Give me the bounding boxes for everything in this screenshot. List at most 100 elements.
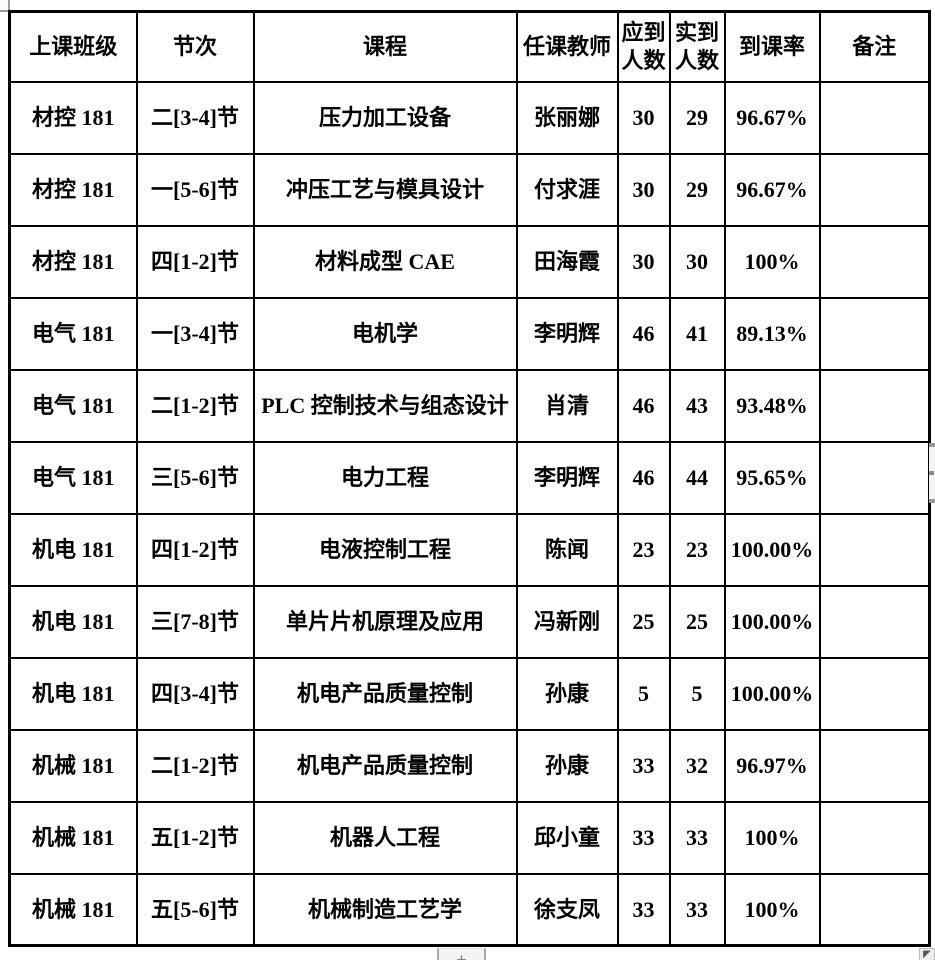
table-cell[interactable]: 23 bbox=[668, 512, 726, 587]
table-cell[interactable]: 机械 181 bbox=[8, 800, 138, 875]
table-cell[interactable] bbox=[818, 368, 931, 443]
table-cell[interactable]: 二[3-4]节 bbox=[135, 80, 255, 155]
table-cell[interactable]: 100.00% bbox=[723, 584, 821, 659]
table-cell[interactable]: 徐支凤 bbox=[515, 872, 619, 947]
table-cell[interactable]: 96.97% bbox=[723, 728, 821, 803]
table-cell[interactable]: 材控 181 bbox=[8, 80, 138, 155]
table-cell[interactable] bbox=[818, 728, 931, 803]
table-cell[interactable]: 单片片机原理及应用 bbox=[252, 584, 518, 659]
table-cell[interactable]: 43 bbox=[668, 368, 726, 443]
table-cell[interactable]: 机电产品质量控制 bbox=[252, 728, 518, 803]
table-cell[interactable]: 陈闻 bbox=[515, 512, 619, 587]
table-cell[interactable]: 材控 181 bbox=[8, 152, 138, 227]
table-cell[interactable]: 机电产品质量控制 bbox=[252, 656, 518, 731]
table-cell[interactable]: 96.67% bbox=[723, 80, 821, 155]
table-cell[interactable] bbox=[818, 296, 931, 371]
table-cell[interactable]: 41 bbox=[668, 296, 726, 371]
table-cell[interactable]: 一[5-6]节 bbox=[135, 152, 255, 227]
table-cell[interactable]: 100% bbox=[723, 800, 821, 875]
table-cell[interactable]: 30 bbox=[668, 224, 726, 299]
table-cell[interactable]: 张丽娜 bbox=[515, 80, 619, 155]
table-cell[interactable]: 压力加工设备 bbox=[252, 80, 518, 155]
table-cell[interactable]: 邱小童 bbox=[515, 800, 619, 875]
table-cell[interactable] bbox=[818, 152, 931, 227]
table-cell[interactable]: 机械制造工艺学 bbox=[252, 872, 518, 947]
table-cell[interactable]: 32 bbox=[668, 728, 726, 803]
header-cell-course[interactable]: 课程 bbox=[252, 10, 518, 83]
table-cell[interactable] bbox=[818, 440, 931, 515]
table-cell[interactable]: 电气 181 bbox=[8, 368, 138, 443]
header-cell-period[interactable]: 节次 bbox=[135, 10, 255, 83]
table-cell[interactable]: 33 bbox=[616, 800, 671, 875]
table-cell[interactable] bbox=[818, 584, 931, 659]
table-cell[interactable]: 44 bbox=[668, 440, 726, 515]
table-cell[interactable]: 李明辉 bbox=[515, 296, 619, 371]
table-cell[interactable]: 46 bbox=[616, 440, 671, 515]
table-cell[interactable]: 30 bbox=[616, 80, 671, 155]
header-cell-expected[interactable]: 应到 人数 bbox=[616, 10, 671, 83]
table-cell[interactable]: 100.00% bbox=[723, 512, 821, 587]
table-cell[interactable]: 29 bbox=[668, 80, 726, 155]
table-cell[interactable]: 电液控制工程 bbox=[252, 512, 518, 587]
table-cell[interactable]: 冯新刚 bbox=[515, 584, 619, 659]
table-cell[interactable]: 一[3-4]节 bbox=[135, 296, 255, 371]
table-cell[interactable]: 四[1-2]节 bbox=[135, 512, 255, 587]
table-cell[interactable]: 田海霞 bbox=[515, 224, 619, 299]
table-cell[interactable]: 材料成型 CAE bbox=[252, 224, 518, 299]
table-cell[interactable]: 93.48% bbox=[723, 368, 821, 443]
header-cell-teacher[interactable]: 任课教师 bbox=[515, 10, 619, 83]
table-cell[interactable]: 46 bbox=[616, 368, 671, 443]
table-cell[interactable]: 33 bbox=[668, 800, 726, 875]
table-cell[interactable]: 96.67% bbox=[723, 152, 821, 227]
table-cell[interactable] bbox=[818, 80, 931, 155]
table-cell[interactable]: 三[5-6]节 bbox=[135, 440, 255, 515]
table-cell[interactable]: 冲压工艺与模具设计 bbox=[252, 152, 518, 227]
table-cell[interactable]: 二[1-2]节 bbox=[135, 728, 255, 803]
table-cell[interactable]: 四[3-4]节 bbox=[135, 656, 255, 731]
table-cell[interactable]: 孙康 bbox=[515, 656, 619, 731]
header-cell-rate[interactable]: 到课率 bbox=[723, 10, 821, 83]
corner-arrow-icon[interactable]: ◤ bbox=[919, 948, 935, 960]
table-cell[interactable]: 孙康 bbox=[515, 728, 619, 803]
table-cell[interactable]: 95.65% bbox=[723, 440, 821, 515]
table-cell[interactable]: 电力工程 bbox=[252, 440, 518, 515]
table-cell[interactable]: 机械 181 bbox=[8, 872, 138, 947]
table-cell[interactable]: 三[7-8]节 bbox=[135, 584, 255, 659]
header-cell-actual[interactable]: 实到 人数 bbox=[668, 10, 726, 83]
table-cell[interactable]: 五[1-2]节 bbox=[135, 800, 255, 875]
table-cell[interactable]: 机器人工程 bbox=[252, 800, 518, 875]
table-cell[interactable]: PLC 控制技术与组态设计 bbox=[252, 368, 518, 443]
header-cell-remarks[interactable]: 备注 bbox=[818, 10, 931, 83]
table-cell[interactable]: 29 bbox=[668, 152, 726, 227]
table-cell[interactable]: 25 bbox=[668, 584, 726, 659]
table-cell[interactable] bbox=[818, 224, 931, 299]
table-cell[interactable]: 33 bbox=[668, 872, 726, 947]
vertical-scrollbar-thumb[interactable] bbox=[929, 443, 935, 503]
table-cell[interactable]: 五[5-6]节 bbox=[135, 872, 255, 947]
table-cell[interactable]: 33 bbox=[616, 872, 671, 947]
table-cell[interactable]: 四[1-2]节 bbox=[135, 224, 255, 299]
table-cell[interactable] bbox=[818, 800, 931, 875]
table-cell[interactable]: 电气 181 bbox=[8, 440, 138, 515]
table-cell[interactable]: 100.00% bbox=[723, 656, 821, 731]
table-cell[interactable]: 5 bbox=[668, 656, 726, 731]
table-cell[interactable]: 30 bbox=[616, 152, 671, 227]
table-cell[interactable]: 付求涯 bbox=[515, 152, 619, 227]
table-cell[interactable]: 机电 181 bbox=[8, 512, 138, 587]
table-cell[interactable]: 电机学 bbox=[252, 296, 518, 371]
table-cell[interactable]: 机电 181 bbox=[8, 584, 138, 659]
table-cell[interactable]: 33 bbox=[616, 728, 671, 803]
table-cell[interactable]: 二[1-2]节 bbox=[135, 368, 255, 443]
table-cell[interactable]: 电气 181 bbox=[8, 296, 138, 371]
table-cell[interactable]: 23 bbox=[616, 512, 671, 587]
table-cell[interactable] bbox=[818, 656, 931, 731]
table-cell[interactable]: 机械 181 bbox=[8, 728, 138, 803]
table-cell[interactable] bbox=[818, 512, 931, 587]
table-cell[interactable]: 肖清 bbox=[515, 368, 619, 443]
add-sheet-button[interactable]: + bbox=[437, 948, 486, 960]
table-cell[interactable]: 46 bbox=[616, 296, 671, 371]
header-cell-class[interactable]: 上课班级 bbox=[8, 10, 138, 83]
table-cell[interactable]: 机电 181 bbox=[8, 656, 138, 731]
table-cell[interactable]: 5 bbox=[616, 656, 671, 731]
table-cell[interactable]: 材控 181 bbox=[8, 224, 138, 299]
